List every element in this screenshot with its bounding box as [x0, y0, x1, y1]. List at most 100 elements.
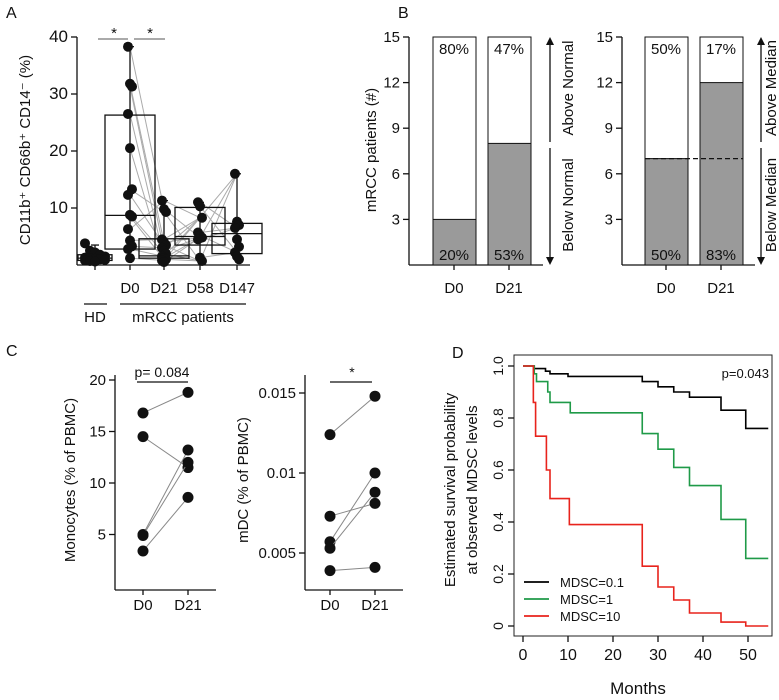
y-tick-label: 6: [605, 166, 613, 183]
x-tick-label: D147: [219, 280, 255, 297]
percent-below-label: 53%: [494, 247, 524, 264]
bar-below: [432, 218, 477, 266]
data-point: [161, 206, 171, 217]
data-point: [197, 256, 207, 267]
paired-line: [163, 200, 201, 219]
paired-line: [329, 566, 376, 572]
paired-line: [142, 462, 189, 536]
x-tick-label: D21: [361, 597, 389, 614]
y-tick-label: 0.8: [490, 408, 506, 428]
y-tick-label: 30: [49, 84, 68, 103]
percent-below-label: 83%: [706, 247, 736, 264]
data-point: [137, 407, 149, 419]
data-point: [324, 429, 336, 441]
data-point: [137, 545, 149, 557]
paired-line: [329, 491, 376, 549]
percent-above-label: 80%: [439, 41, 469, 58]
bar-below: [644, 158, 689, 266]
data-point: [123, 41, 133, 52]
data-point: [369, 486, 381, 498]
y-axis-label: mDC (% of PBMC): [235, 417, 252, 543]
data-point: [182, 456, 194, 468]
x-tick-label: D0: [656, 280, 675, 297]
y-tick-label: 0.2: [490, 564, 506, 584]
data-point: [195, 201, 205, 212]
y-tick-label: 15: [89, 424, 106, 441]
above-label: Above Median: [763, 40, 779, 136]
y-axis-label: CD11b⁺ CD66b⁺ CD14⁻ (%): [17, 55, 34, 245]
paired-line: [329, 502, 376, 517]
y-tick-label: 3: [605, 211, 613, 228]
bar-below: [487, 142, 532, 266]
data-point: [234, 254, 244, 265]
x-axis-label: Months: [610, 679, 666, 698]
y-axis-label: mRCC patients (#): [363, 88, 380, 212]
p-value-annotation: p=0.043: [722, 366, 769, 381]
paired-line: [142, 436, 189, 468]
x-tick-label: 20: [604, 647, 622, 664]
y-tick-label: 0: [490, 622, 506, 630]
above-label: Above Normal: [560, 40, 577, 135]
y-tick-label: 9: [605, 120, 613, 137]
x-tick-label: 50: [739, 647, 757, 664]
percent-below-label: 50%: [651, 247, 681, 264]
y-tick-label: 12: [596, 75, 613, 92]
x-tick-label: D0: [320, 597, 339, 614]
below-label: Below Normal: [560, 158, 577, 251]
data-point: [369, 390, 381, 402]
y-tick-label: 3: [392, 211, 400, 228]
significance-marker: *: [147, 25, 153, 42]
y-tick-label: 0.015: [258, 385, 296, 402]
paired-line: [199, 205, 238, 253]
paired-line: [142, 391, 189, 414]
legend-label: MDSC=10: [560, 609, 620, 624]
data-point: [193, 234, 203, 245]
paired-line: [199, 173, 238, 238]
plot-frame: [513, 354, 773, 637]
x-tick-label: D0: [120, 280, 139, 297]
data-point: [324, 510, 336, 522]
paired-line: [199, 173, 238, 219]
data-point: [80, 238, 90, 249]
paired-line: [142, 449, 189, 535]
x-tick-label: 40: [694, 647, 712, 664]
y-axis-label: Monocytes (% of PBMC): [62, 398, 79, 562]
x-tick-label: 10: [559, 647, 577, 664]
arrow-up-icon: [546, 37, 554, 45]
y-tick-label: 10: [49, 198, 68, 217]
y-tick-label: 10: [89, 475, 106, 492]
panel-label: D: [452, 345, 464, 362]
paired-line: [129, 113, 165, 259]
data-point: [230, 222, 240, 233]
y-tick-label: 9: [392, 120, 400, 137]
arrow-down-icon: [757, 257, 765, 265]
paired-line: [329, 395, 376, 435]
survival-curve-2: [523, 365, 769, 627]
paired-line: [129, 46, 165, 210]
data-point: [137, 530, 149, 542]
percent-below-label: 20%: [439, 247, 469, 264]
paired-line: [329, 472, 376, 543]
data-point: [123, 224, 133, 235]
y-tick-label: 0.005: [258, 545, 296, 562]
data-point: [90, 256, 100, 267]
data-point: [324, 542, 336, 554]
data-point: [123, 189, 133, 200]
x-tick-label: D21: [707, 280, 735, 297]
data-point: [369, 497, 381, 509]
data-point: [182, 386, 194, 398]
paired-line: [142, 497, 189, 552]
paired-line: [129, 216, 165, 260]
arrow-down-icon: [546, 257, 554, 265]
y-tick-label: 15: [596, 29, 613, 46]
y-tick-label: 15: [383, 29, 400, 46]
y-tick-label: 1.0: [490, 356, 506, 376]
x-tick-label: D0: [444, 280, 463, 297]
paired-line: [129, 148, 165, 263]
data-point: [157, 195, 167, 206]
y-tick-label: 12: [383, 75, 400, 92]
survival-curve-0: [523, 365, 769, 430]
significance-annotation: *: [349, 364, 355, 380]
panel-label: B: [398, 5, 409, 22]
